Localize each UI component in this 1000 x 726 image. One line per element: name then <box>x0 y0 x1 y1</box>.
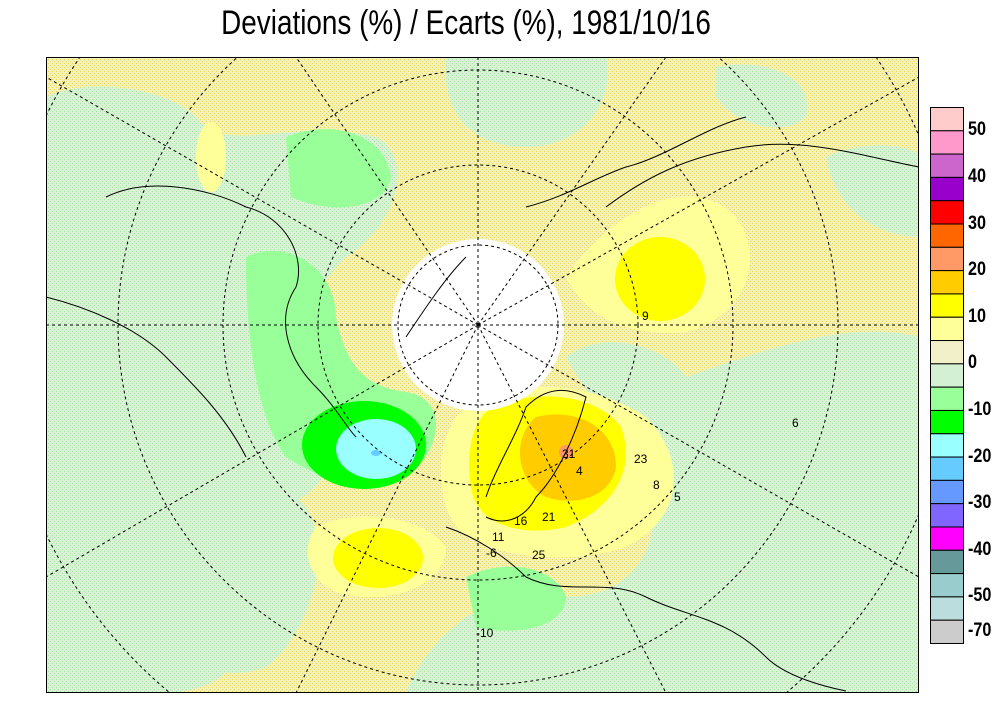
legend-swatch <box>930 340 964 365</box>
legend-label: -10 <box>968 398 992 420</box>
svg-text:31: 31 <box>562 447 576 461</box>
legend-swatch <box>930 549 964 575</box>
station-values: 31 23 8 5 16 21 11 -6 25 -10 4 9 6 <box>476 309 799 640</box>
legend-swatch <box>930 246 964 272</box>
legend-label: 10 <box>968 305 986 327</box>
svg-text:11: 11 <box>492 530 505 544</box>
legend-swatch <box>930 573 964 598</box>
legend-swatch <box>930 479 964 505</box>
legend-swatch <box>930 619 964 645</box>
svg-text:23: 23 <box>634 452 648 466</box>
svg-text:25: 25 <box>532 548 546 562</box>
svg-text:8: 8 <box>653 478 660 492</box>
negative-20-to-25-area <box>371 450 381 456</box>
legend-label: 20 <box>968 259 986 281</box>
legend-swatch <box>930 409 964 435</box>
legend-swatch <box>930 270 964 295</box>
svg-text:21: 21 <box>542 510 556 524</box>
legend-swatch <box>930 433 964 458</box>
svg-text:5: 5 <box>674 490 681 504</box>
legend-label: 0 <box>968 352 977 374</box>
svg-text:-6: -6 <box>486 546 497 560</box>
legend-label: 40 <box>968 165 986 187</box>
legend-swatch <box>930 526 964 551</box>
deviation-map: 31 23 8 5 16 21 11 -6 25 -10 4 9 6 <box>46 57 919 693</box>
legend-swatch <box>930 107 964 132</box>
legend-swatch <box>930 200 964 225</box>
map-title: Deviations (%) / Ecarts (%), 1981/10/16 <box>221 4 711 42</box>
legend-swatch <box>930 293 964 318</box>
legend-label: 50 <box>968 119 986 141</box>
svg-text:-10: -10 <box>476 626 494 640</box>
legend-swatch <box>930 363 964 388</box>
legend-swatch <box>930 503 964 528</box>
coastlines <box>46 116 919 692</box>
legend-swatch <box>930 176 964 202</box>
negative-15-to-20-area <box>336 419 416 479</box>
legend-swatch <box>930 223 964 248</box>
lat-lon-grid <box>46 57 919 693</box>
legend-label: -50 <box>968 585 992 607</box>
svg-text:6: 6 <box>792 416 799 430</box>
legend-swatch <box>930 316 964 342</box>
legend-label: -40 <box>968 538 992 560</box>
legend-swatch <box>930 386 964 411</box>
legend-label: 30 <box>968 212 986 234</box>
legend-label: -70 <box>968 620 992 642</box>
legend-swatch <box>930 456 964 481</box>
svg-text:16: 16 <box>514 514 528 528</box>
color-legend <box>930 107 964 645</box>
legend-label: -30 <box>968 492 992 514</box>
legend-label: -20 <box>968 445 992 467</box>
svg-text:9: 9 <box>642 309 649 323</box>
svg-text:4: 4 <box>576 464 583 478</box>
legend-swatch <box>930 130 964 155</box>
legend-swatch <box>930 596 964 621</box>
legend-swatch <box>930 153 964 178</box>
